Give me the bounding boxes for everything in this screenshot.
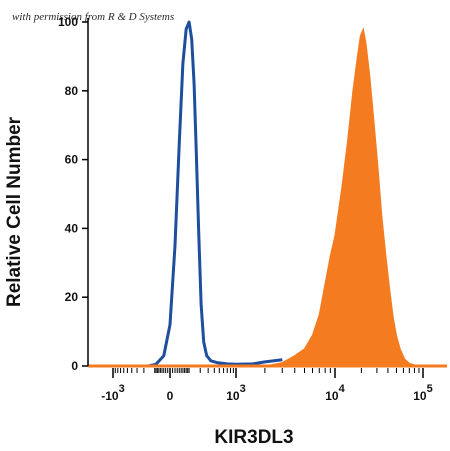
x-axis-title: KIR3DL3 [214,427,293,448]
y-tick-label: 80 [65,84,79,98]
x-tick-label: 0 [167,389,174,403]
y-tick-label: 20 [65,290,79,304]
histogram-outline-series-0 [147,20,283,368]
y-tick-label: 60 [65,153,79,167]
x-tick-label: 105 [413,383,432,403]
x-tick-label: 104 [325,383,345,403]
x-tick-label: 103 [226,383,245,403]
watermark-text: with permission from R & D Systems [12,11,174,23]
y-tick-label: 0 [71,359,78,373]
histogram-filled-area-series-1 [264,27,424,367]
x-tick-label: -103 [101,383,124,403]
y-tick-label: 100 [58,15,78,29]
y-tick-label: 40 [65,221,79,235]
y-axis-title: Relative Cell Number [4,116,25,307]
plot-area [88,20,447,368]
